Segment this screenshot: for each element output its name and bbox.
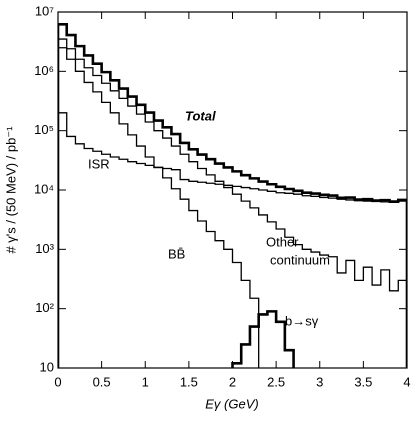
x-tick-label: 2.5 <box>267 374 285 389</box>
x-tick-label: 1.5 <box>180 374 198 389</box>
histogram-line <box>58 47 260 368</box>
y-tick-label: 10⁷ <box>35 3 54 18</box>
x-axis-label: Eγ (GeV) <box>205 396 258 411</box>
annotation: b→sγ <box>285 313 319 328</box>
x-tick-label: 3.5 <box>354 374 372 389</box>
annotation: Other <box>266 234 299 249</box>
y-tick-label: 10 <box>40 359 54 374</box>
y-tick-label: 10² <box>35 300 54 315</box>
annotation: continuum <box>270 252 330 267</box>
y-tick-label: 10³ <box>35 241 54 256</box>
x-tick-label: 1 <box>142 374 149 389</box>
x-tick-label: 3 <box>316 374 323 389</box>
histogram-line <box>231 310 295 368</box>
annotation: ISR <box>88 156 110 171</box>
annotation: Total <box>185 108 216 123</box>
plot-area <box>58 23 407 368</box>
annotation: BB̄ <box>168 246 185 261</box>
y-axis-label: # γ's / (50 MeV) / pb⁻¹ <box>3 126 18 254</box>
y-tick-label: 10⁵ <box>34 122 54 137</box>
x-tick-label: 2 <box>229 374 236 389</box>
histogram-line <box>58 38 407 368</box>
x-tick-label: 0 <box>54 374 61 389</box>
x-tick-label: 4 <box>403 374 410 389</box>
histogram-line <box>58 23 407 368</box>
y-tick-label: 10⁴ <box>34 181 54 196</box>
histogram-line <box>58 112 407 368</box>
y-tick-label: 10⁶ <box>34 63 54 78</box>
x-tick-label: 0.5 <box>93 374 111 389</box>
